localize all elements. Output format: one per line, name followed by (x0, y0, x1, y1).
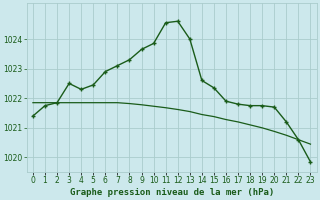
X-axis label: Graphe pression niveau de la mer (hPa): Graphe pression niveau de la mer (hPa) (69, 188, 274, 197)
